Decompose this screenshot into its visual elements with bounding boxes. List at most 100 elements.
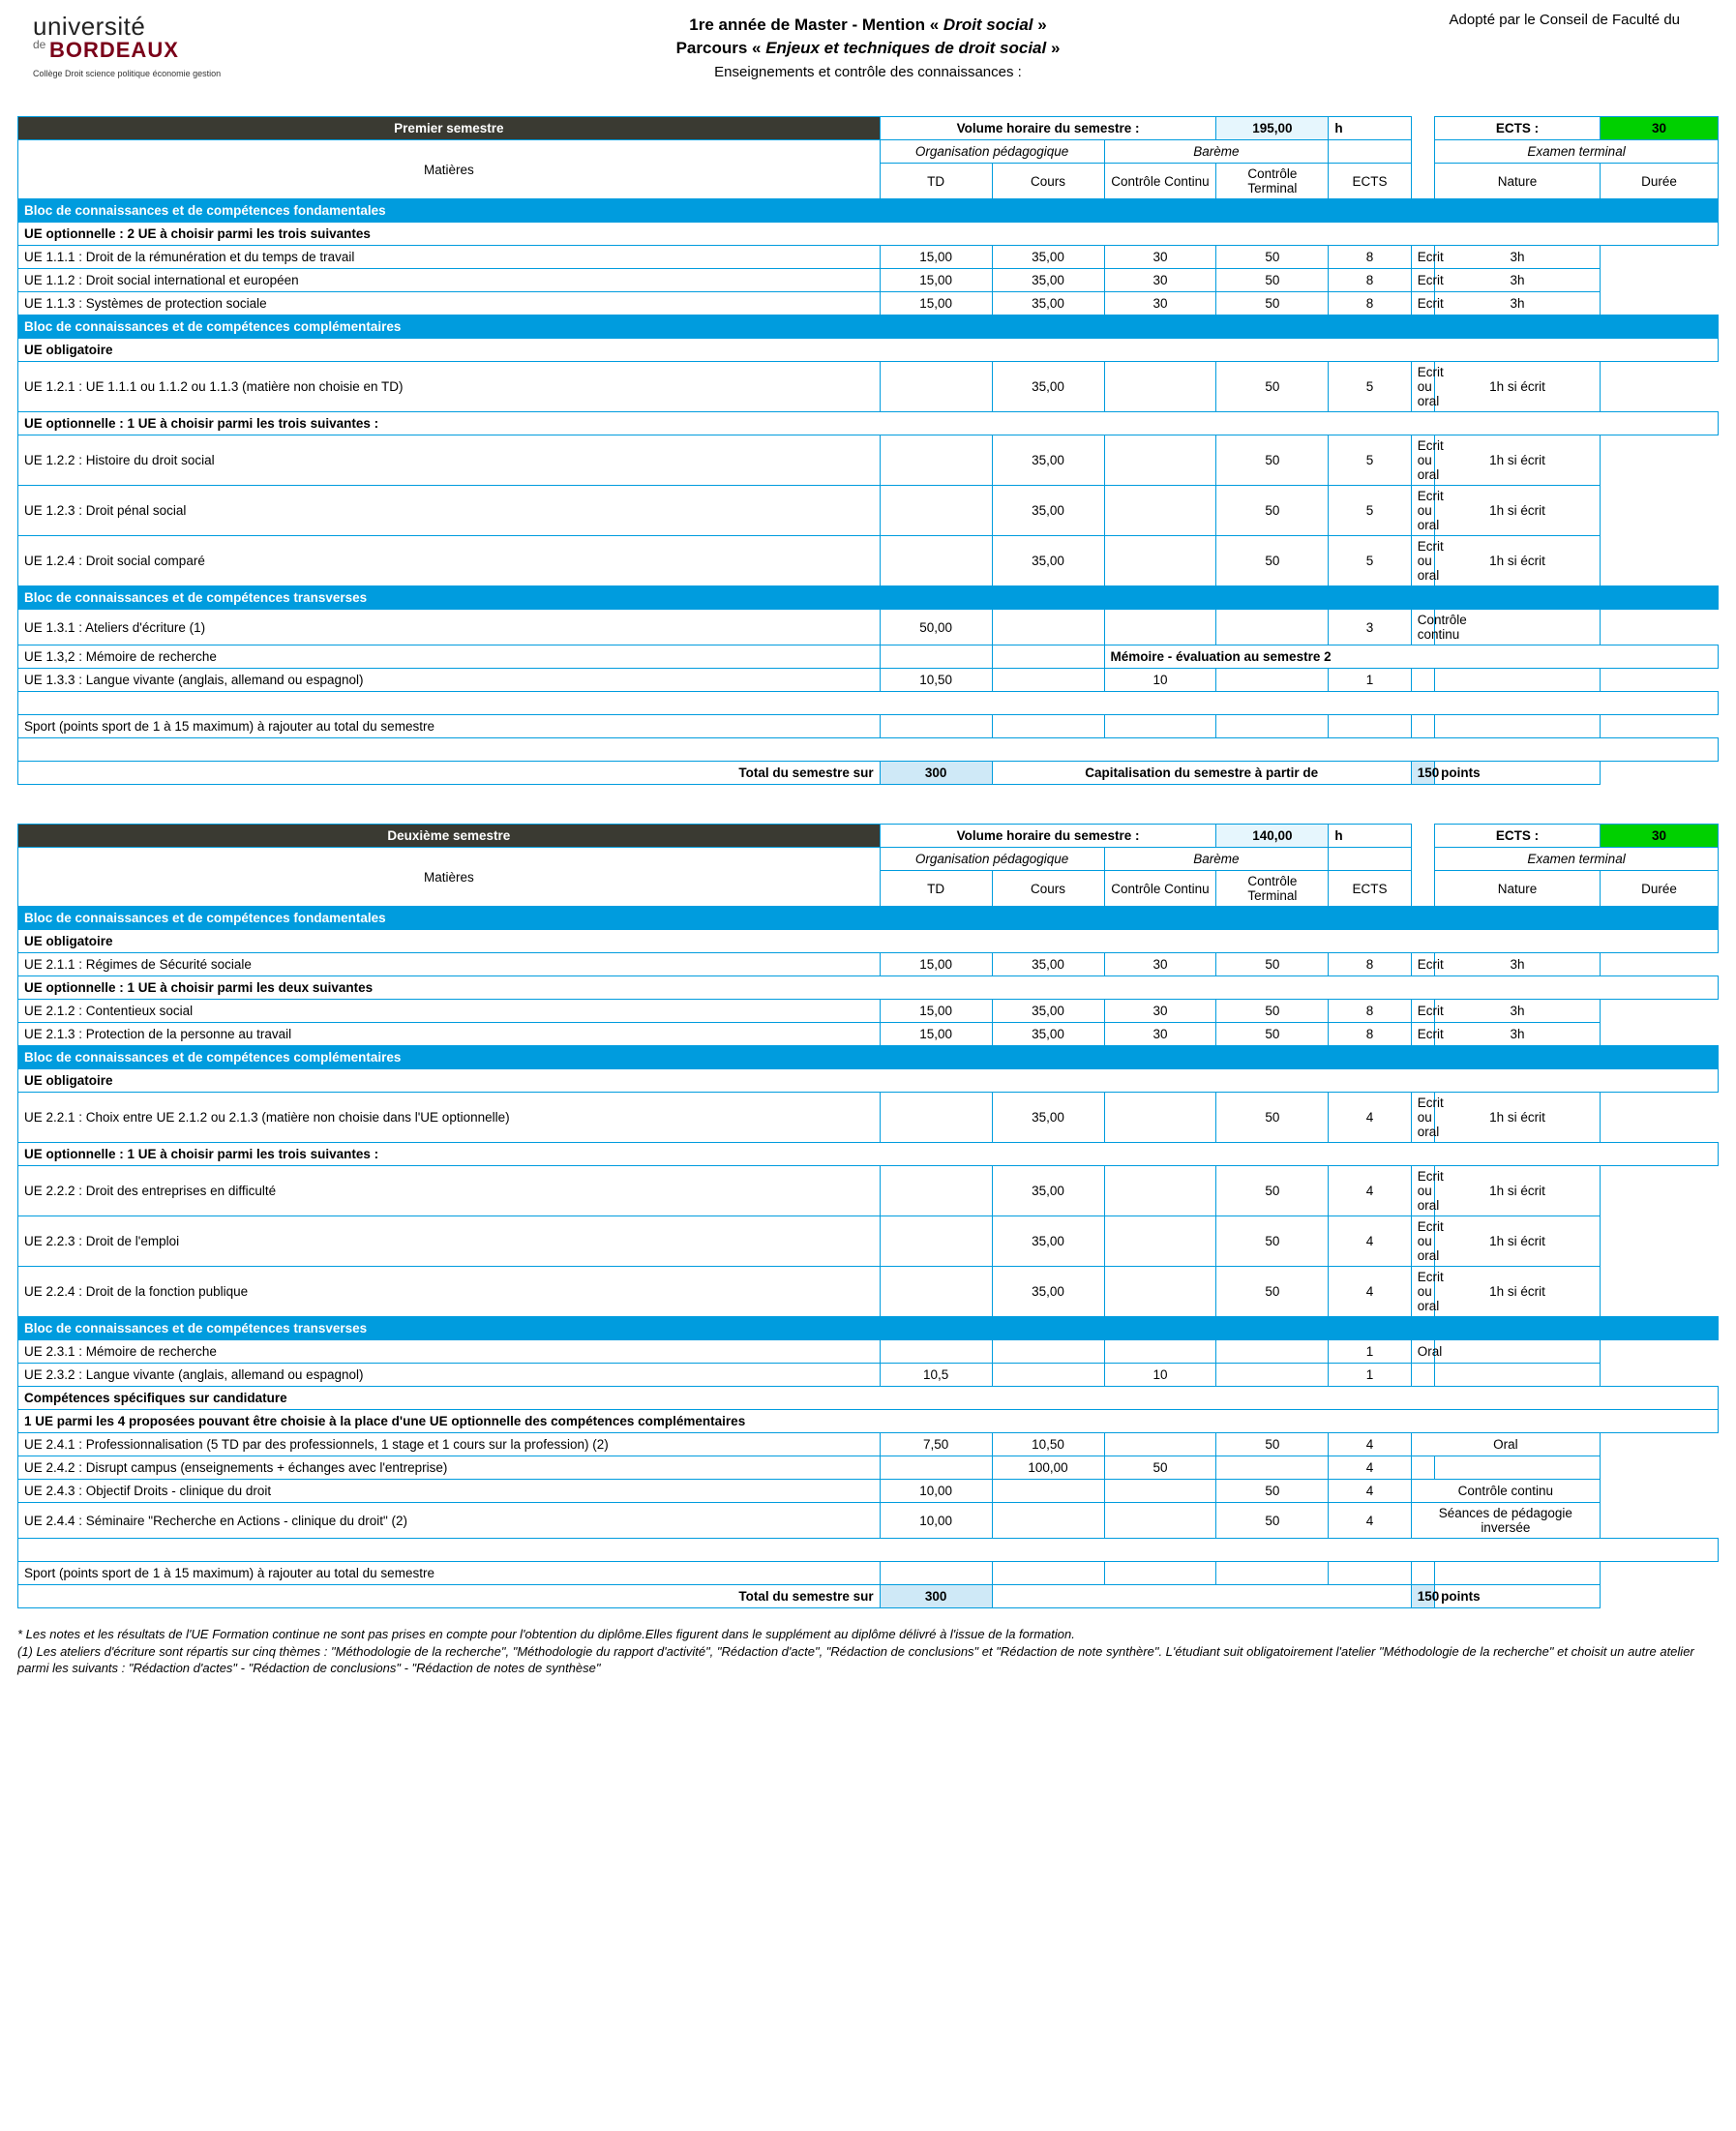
ue-cell: 4 <box>1329 1433 1411 1456</box>
ue-cell: 15,00 <box>880 269 992 292</box>
table-row <box>18 738 1719 762</box>
ue-cell <box>992 1480 1104 1503</box>
ue-cell: 50 <box>1216 1093 1329 1143</box>
ue-cell: 1h si écrit <box>1435 486 1601 536</box>
ue-cell: 35,00 <box>992 1000 1104 1023</box>
ue-cell <box>1104 536 1216 586</box>
ue-cell: 4 <box>1329 1503 1411 1539</box>
td-label: TD <box>880 871 992 907</box>
blank-row <box>18 1539 1719 1562</box>
header: université de BORDEAUX Collège Droit sci… <box>17 12 1719 99</box>
table-row: Bloc de connaissances et de compétences … <box>18 586 1719 610</box>
ects-label: ECTS : <box>1435 117 1601 140</box>
table-row: UE optionnelle : 1 UE à choisir parmi le… <box>18 412 1719 435</box>
ue-cell: 8 <box>1329 953 1411 976</box>
ue-cell: 15,00 <box>880 1000 992 1023</box>
ue-label: UE 1.1.2 : Droit social international et… <box>18 269 881 292</box>
table-row: UE 1.2.4 : Droit social comparé35,00505E… <box>18 536 1719 586</box>
ue-cell: Ecrit ou oral <box>1411 1267 1434 1317</box>
ue-label: UE 1.3,2 : Mémoire de recherche <box>18 645 881 669</box>
table-row: Sport (points sport de 1 à 15 maximum) à… <box>18 1562 1719 1585</box>
duree-label: Durée <box>1600 164 1718 199</box>
ue-cell: 50 <box>1216 953 1329 976</box>
ue-cell: 10,00 <box>880 1480 992 1503</box>
ue-cell: 50 <box>1216 1503 1329 1539</box>
logo: université de BORDEAUX Collège Droit sci… <box>33 12 221 78</box>
ue-cell <box>1435 1340 1601 1364</box>
ue-cell <box>1104 1503 1216 1539</box>
ue-cell <box>1104 1093 1216 1143</box>
table-row: UE 1.1.3 : Systèmes de protection social… <box>18 292 1719 315</box>
table-row: UE 2.1.1 : Régimes de Sécurité sociale15… <box>18 953 1719 976</box>
ue-cell: 50 <box>1216 1433 1329 1456</box>
ue-cell: 1 <box>1329 669 1411 692</box>
ue-cell: 15,00 <box>880 292 992 315</box>
volume-label: Volume horaire du semestre : <box>880 117 1216 140</box>
ue-cell: 4 <box>1329 1267 1411 1317</box>
ue-cell: Contrôle continu <box>1411 610 1434 645</box>
ue-cell: 30 <box>1104 246 1216 269</box>
ue-cell <box>1104 1433 1216 1456</box>
exam-label: Examen terminal <box>1435 848 1719 871</box>
ue-cell: 3 <box>1329 610 1411 645</box>
table-row: UE 1.2.3 : Droit pénal social35,00505Ecr… <box>18 486 1719 536</box>
ue-label: UE 2.2.1 : Choix entre UE 2.1.2 ou 2.1.3… <box>18 1093 881 1143</box>
s2-ects: 30 <box>1600 825 1718 848</box>
ue-cell: 8 <box>1329 292 1411 315</box>
semester1-table: Premier semestre Volume horaire du semes… <box>17 116 1719 785</box>
table-row: UE 1.1.2 : Droit social international et… <box>18 269 1719 292</box>
ue-cell: 35,00 <box>992 246 1104 269</box>
s1-tot300: 300 <box>880 762 992 785</box>
ue-cell: 35,00 <box>992 1023 1104 1046</box>
ue-cell: 3h <box>1435 1023 1601 1046</box>
ue-cell: 50 <box>1216 269 1329 292</box>
org-label: Organisation pédagogique <box>880 848 1104 871</box>
title2-pre: Parcours « <box>676 39 766 57</box>
title1-it: Droit social <box>943 15 1033 34</box>
table-row: UE 2.4.4 : Séminaire "Recherche en Actio… <box>18 1503 1719 1539</box>
table-row: Bloc de connaissances et de compétences … <box>18 1046 1719 1069</box>
ue-cell: Ecrit <box>1411 1000 1434 1023</box>
ue-cell: 10,50 <box>992 1433 1104 1456</box>
ue-label: UE 2.1.2 : Contentieux social <box>18 1000 881 1023</box>
table-row: Sport (points sport de 1 à 15 maximum) à… <box>18 715 1719 738</box>
s2-total-label: Total du semestre sur <box>18 1585 881 1608</box>
section-subheader: 1 UE parmi les 4 proposées pouvant être … <box>18 1410 1719 1433</box>
table-row: UE 2.4.2 : Disrupt campus (enseignements… <box>18 1456 1719 1480</box>
ue-cell <box>992 669 1104 692</box>
table-row: Bloc de connaissances et de compétences … <box>18 907 1719 930</box>
ue-cell: 8 <box>1329 246 1411 269</box>
ue-label: UE 1.3.1 : Ateliers d'écriture (1) <box>18 610 881 645</box>
ue-cell <box>880 1340 992 1364</box>
ue-cell: 50 <box>1216 246 1329 269</box>
ue-cell: 1h si écrit <box>1435 1166 1601 1216</box>
ue-label: UE 1.2.3 : Droit pénal social <box>18 486 881 536</box>
memoire-note: Mémoire - évaluation au semestre 2 <box>1104 645 1719 669</box>
td-label: TD <box>880 164 992 199</box>
logo-sub: Collège Droit science politique économie… <box>33 69 221 78</box>
plain-row: Sport (points sport de 1 à 15 maximum) à… <box>18 715 881 738</box>
ue-cell <box>880 362 992 412</box>
ue-cell: 35,00 <box>992 536 1104 586</box>
ue-cell: 1h si écrit <box>1435 536 1601 586</box>
table-row: UE 2.2.1 : Choix entre UE 2.1.2 ou 2.1.3… <box>18 1093 1719 1143</box>
ue-cell <box>992 1503 1104 1539</box>
logo-line1: université <box>33 12 145 41</box>
ue-cell: Ecrit ou oral <box>1411 536 1434 586</box>
ue-cell: Ecrit ou oral <box>1411 486 1434 536</box>
ue-cell: Ecrit <box>1411 292 1434 315</box>
table-row <box>18 1539 1719 1562</box>
ue-cell: 5 <box>1329 362 1411 412</box>
table-row: UE optionnelle : 2 UE à choisir parmi le… <box>18 223 1719 246</box>
ue-cell: 7,50 <box>880 1433 992 1456</box>
ue-cell: 8 <box>1329 1000 1411 1023</box>
ue-cell <box>1104 1216 1216 1267</box>
s1-ects: 30 <box>1600 117 1718 140</box>
table-row: UE 1.3,2 : Mémoire de recherche Mémoire -… <box>18 645 1719 669</box>
plain-row: Sport (points sport de 1 à 15 maximum) à… <box>18 1562 881 1585</box>
ue-cell <box>1216 1340 1329 1364</box>
ue-cell: 50 <box>1216 1023 1329 1046</box>
s1-cap: Capitalisation du semestre à partir de <box>992 762 1411 785</box>
ue-cell <box>1104 1480 1216 1503</box>
table-row <box>18 692 1719 715</box>
